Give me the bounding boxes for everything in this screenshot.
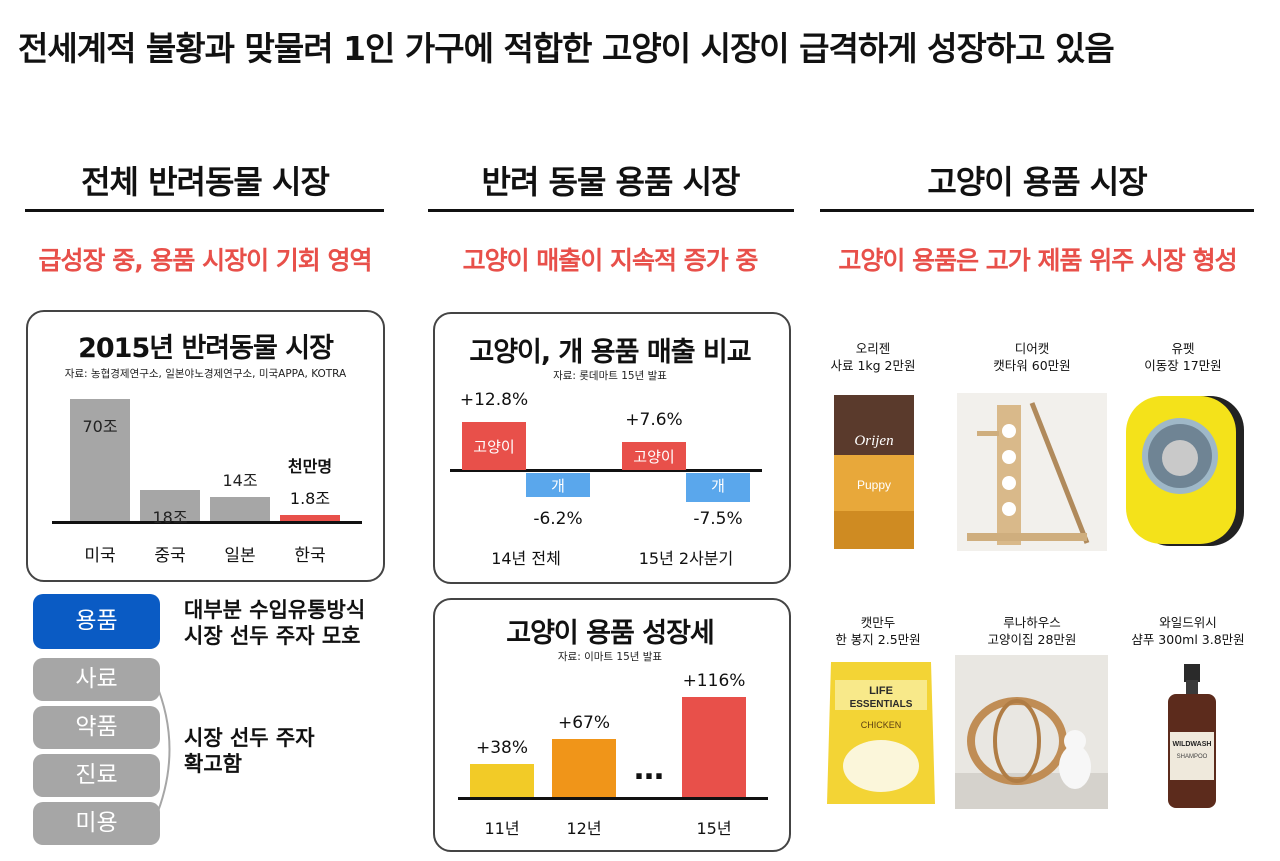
growth-bar-value: +38% <box>475 738 529 759</box>
segment-others-desc-line2: 확고함 <box>184 752 242 776</box>
growth-bar-value: +116% <box>682 671 746 691</box>
dog-sales-bar <box>686 473 750 503</box>
segment-pill-food: 사료 <box>33 658 160 701</box>
shampoo-bottle-icon: WILDWASH SHAMPOO <box>1168 664 1216 808</box>
growth-bar <box>682 697 746 797</box>
dog-sales-value: -6.2% <box>533 509 583 529</box>
page-title: 전세계적 불황과 맞물려 1인 가구에 적합한 고양이 시장이 급격하게 성장하… <box>18 29 1115 68</box>
column-divider <box>428 209 794 212</box>
column-title-pet-goods: 반려 동물 용품 시장 <box>481 163 741 201</box>
sales-compare-title: 고양이, 개 용품 매출 비교 <box>469 337 751 368</box>
segment-bracket <box>154 680 171 820</box>
svg-text:WILDWASH: WILDWASH <box>1173 741 1212 748</box>
dog-sales-bar <box>526 473 590 497</box>
product-caption-lunahouse: 루나하우스 고양이집 28만원 <box>987 615 1077 647</box>
market-bar <box>140 489 200 521</box>
market-category-label: 중국 <box>154 546 186 566</box>
column-title-pet-market: 전체 반려동물 시장 <box>81 163 330 201</box>
pet-carrier-icon <box>1126 396 1244 546</box>
cat-sales-bar <box>622 441 686 470</box>
market-bar-value: 18조 <box>152 507 188 527</box>
growth-year-label: 11년 <box>484 819 520 838</box>
svg-text:Orijen: Orijen <box>854 433 893 449</box>
column-subtitle-pet-market: 급성장 중, 용품 시장이 기회 영역 <box>38 246 372 275</box>
market-category-label: 한국 <box>294 546 326 566</box>
market-bar-value: 70조 <box>82 417 118 436</box>
cat-sales-value: +7.6% <box>625 409 683 430</box>
segment-pill-grooming: 미용 <box>33 802 160 845</box>
market-category-label: 일본 <box>224 546 256 566</box>
korea-unit-label: 천만명 <box>287 457 333 476</box>
growth-year-label: 15년 <box>696 819 732 838</box>
dog-sales-bar-label: 개 <box>551 477 565 495</box>
column-title-cat-goods: 고양이 용품 시장 <box>927 163 1147 201</box>
segment-primary-desc-line1: 대부분 수입유통방식 <box>184 598 366 622</box>
growth-bar <box>552 739 616 797</box>
dog-sales-value: -7.5% <box>693 509 743 529</box>
market-bar <box>280 515 340 521</box>
column-subtitle-cat-goods: 고양이 용품은 고가 제품 위주 시장 형성 <box>838 246 1237 275</box>
product-caption-orijen: 오리젠 사료 1kg 2만원 <box>830 341 916 373</box>
cat-tower-icon <box>957 393 1107 551</box>
column-divider <box>820 209 1254 212</box>
market-category-label: 미국 <box>84 546 116 566</box>
market-chart-baseline <box>52 521 362 524</box>
segment-primary-desc-line2: 시장 선두 주자 모호 <box>184 624 361 648</box>
treat-bag-icon: LIFE ESSENTIALS CHICKEN <box>827 662 935 804</box>
growth-ellipsis: … <box>634 752 666 787</box>
dog-sales-bar-label: 개 <box>711 477 725 495</box>
segment-primary-pill: 용품 <box>33 594 160 649</box>
market-bar-value: 1.8조 <box>289 489 331 508</box>
svg-text:Puppy: Puppy <box>857 478 891 492</box>
svg-text:SHAMPOO: SHAMPOO <box>1177 754 1208 760</box>
sales-compare-source: 자료: 롯데마트 15년 발표 <box>553 370 667 382</box>
product-caption-dearcat: 디어캣 캣타워 60만원 <box>993 341 1071 373</box>
market-bar <box>210 496 270 521</box>
growth-bar <box>470 764 534 797</box>
svg-text:ESSENTIALS: ESSENTIALS <box>850 699 913 710</box>
product-caption-catmandoo: 캣만두 한 봉지 2.5만원 <box>835 615 921 647</box>
segment-pill-clinic: 진료 <box>33 754 160 797</box>
svg-text:CHICKEN: CHICKEN <box>861 720 902 730</box>
market-chart-title: 2015년 반려동물 시장 <box>78 333 334 364</box>
cat-sales-bar <box>462 422 526 470</box>
cat-sales-bar-label: 고양이 <box>473 438 515 456</box>
market-bar-value: 14조 <box>222 470 258 490</box>
cat-house-icon <box>955 655 1108 809</box>
product-caption-wildwash: 와일드위시 샴푸 300ml 3.8만원 <box>1131 615 1245 647</box>
growth-chart-source: 자료: 이마트 15년 발표 <box>557 651 663 663</box>
product-caption-upet: 유펫 이동장 17만원 <box>1144 341 1222 373</box>
growth-chart-baseline <box>458 797 768 800</box>
sales-period-label: 15년 2사분기 <box>638 549 734 568</box>
growth-bar-value: +67% <box>557 713 611 734</box>
column-divider <box>25 209 384 212</box>
segment-pill-medicine: 약품 <box>33 706 160 749</box>
growth-year-label: 12년 <box>566 819 602 838</box>
cat-sales-value: +12.8% <box>459 390 529 410</box>
sales-compare-baseline <box>450 469 762 472</box>
growth-chart-title: 고양이 용품 성장세 <box>506 618 715 649</box>
sales-period-label: 14년 전체 <box>491 549 561 568</box>
market-bar <box>70 399 130 521</box>
column-subtitle-pet-goods: 고양이 매출이 지속적 증가 중 <box>462 246 759 275</box>
svg-text:LIFE: LIFE <box>869 685 893 697</box>
cat-sales-bar-label: 고양이 <box>633 447 675 466</box>
segment-others-desc-line1: 시장 선두 주자 <box>184 726 315 750</box>
market-chart-source: 자료: 농협경제연구소, 일본야노경제연구소, 미국APPA, KOTRA <box>64 368 347 380</box>
cat-food-bag-icon: Orijen Puppy <box>834 395 914 549</box>
